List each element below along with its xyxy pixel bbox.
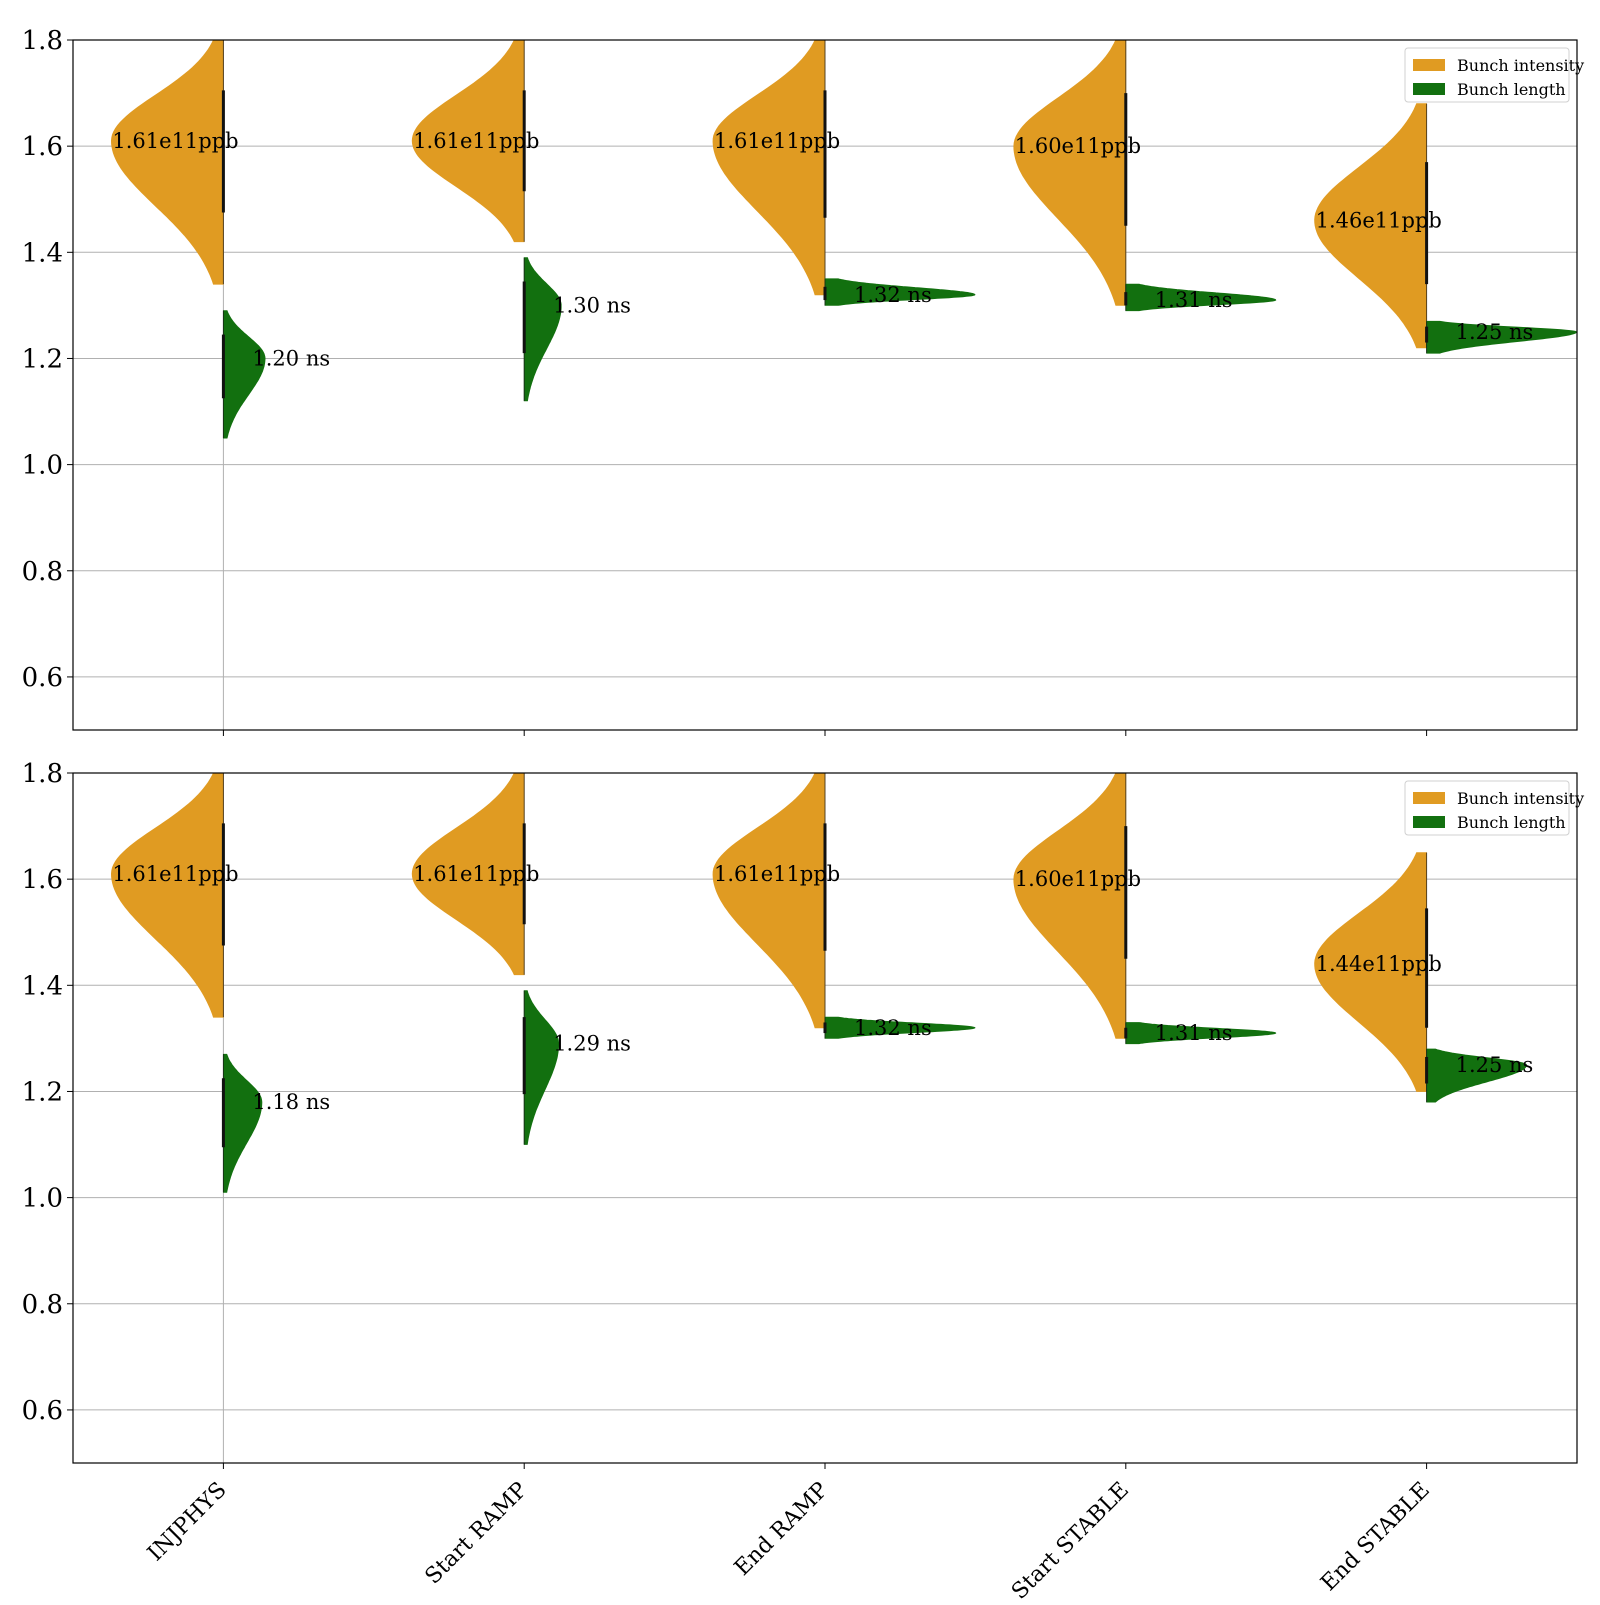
y-tick-label: 1.6	[22, 865, 63, 895]
y-tick-label: 1.2	[22, 344, 63, 374]
y-tick-label: 1.4	[22, 971, 63, 1001]
legend: Bunch intensity Bunch length	[1404, 47, 1584, 103]
legend-label: Bunch intensity	[1457, 56, 1584, 75]
length-data-label: 1.31 ns	[1155, 288, 1233, 312]
panel-2: 1.61e11ppb 1.61e11ppb 1.61e11ppb 1.60e11ppb…	[22, 759, 1585, 1605]
intensity-data-label: 1.60e11ppb	[1015, 867, 1141, 891]
legend-box	[1404, 780, 1570, 836]
length-violin-4	[1125, 283, 1277, 312]
intensity-violin-3	[712, 39, 826, 296]
length-data-label: 1.32 ns	[854, 1016, 932, 1040]
intensity-violin-4	[1013, 772, 1127, 1039]
legend-swatch	[1413, 792, 1445, 804]
x-tick-label: End RAMP	[730, 1477, 833, 1580]
legend-swatch	[1413, 83, 1445, 95]
intensity-data-label: 1.46e11ppb	[1316, 208, 1442, 232]
length-violin-3	[824, 278, 976, 306]
intensity-data-label: 1.61e11ppb	[714, 862, 840, 886]
y-tick-label: 1.0	[22, 1184, 63, 1214]
y-tick-label: 0.6	[22, 1396, 63, 1426]
legend-label: Bunch length	[1457, 80, 1566, 99]
legend-swatch	[1413, 59, 1445, 71]
length-data-label: 1.18 ns	[252, 1090, 330, 1114]
length-violin-5	[1426, 320, 1578, 354]
intensity-violin-1	[110, 772, 224, 1018]
length-violin-2	[523, 257, 562, 402]
intensity-violin-4	[1013, 39, 1127, 306]
y-tick-label: 1.0	[22, 451, 63, 481]
length-data-label: 1.31 ns	[1155, 1021, 1233, 1045]
length-violin-2	[523, 990, 560, 1145]
y-tick-label: 0.8	[22, 1290, 63, 1320]
legend-label: Bunch intensity	[1457, 789, 1584, 808]
y-tick-label: 1.6	[22, 132, 63, 162]
y-tick-label: 1.8	[22, 26, 63, 56]
intensity-data-label: 1.61e11ppb	[714, 129, 840, 153]
intensity-violin-2	[411, 39, 525, 243]
intensity-violin-3	[712, 772, 826, 1029]
intensity-violin-5	[1314, 852, 1427, 1092]
intensity-violin-2	[411, 772, 525, 976]
intensity-violin-1	[110, 39, 224, 285]
y-tick-label: 0.8	[22, 557, 63, 587]
length-data-label: 1.20 ns	[252, 346, 330, 370]
length-data-label: 1.30 ns	[553, 293, 631, 317]
y-tick-label: 1.2	[22, 1077, 63, 1107]
y-tick-label: 1.8	[22, 759, 63, 789]
panel-1: 1.61e11ppb 1.61e11ppb 1.61e11ppb 1.60e11ppb…	[22, 26, 1584, 736]
length-data-label: 1.29 ns	[553, 1032, 631, 1056]
y-tick-label: 1.4	[22, 238, 63, 268]
length-data-label: 1.25 ns	[1456, 1053, 1534, 1077]
intensity-data-label: 1.60e11ppb	[1015, 134, 1141, 158]
intensity-data-label: 1.61e11ppb	[413, 862, 539, 886]
y-tick-label: 0.6	[22, 663, 63, 693]
legend-swatch	[1413, 816, 1445, 828]
length-violin-5	[1426, 1048, 1528, 1103]
legend: Bunch intensity Bunch length	[1404, 780, 1584, 836]
intensity-data-label: 1.44e11ppb	[1316, 952, 1442, 976]
length-data-label: 1.25 ns	[1456, 320, 1534, 344]
x-tick-label: End STABLE	[1316, 1478, 1434, 1596]
intensity-data-label: 1.61e11ppb	[112, 129, 238, 153]
intensity-data-label: 1.61e11ppb	[112, 862, 238, 886]
length-violin-3	[824, 1016, 976, 1039]
legend-box	[1404, 47, 1570, 103]
length-data-label: 1.32 ns	[854, 283, 932, 307]
length-violin-1	[223, 310, 266, 439]
length-violin-4	[1125, 1022, 1277, 1045]
legend-label: Bunch length	[1457, 813, 1566, 832]
x-tick-label: Start RAMP	[421, 1477, 533, 1589]
intensity-data-label: 1.61e11ppb	[413, 129, 539, 153]
length-violin-1	[223, 1053, 263, 1193]
intensity-violin-5	[1314, 103, 1427, 349]
x-tick-label: Start STABLE	[1007, 1478, 1134, 1600]
x-tick-label: INJPHYS	[143, 1478, 232, 1567]
